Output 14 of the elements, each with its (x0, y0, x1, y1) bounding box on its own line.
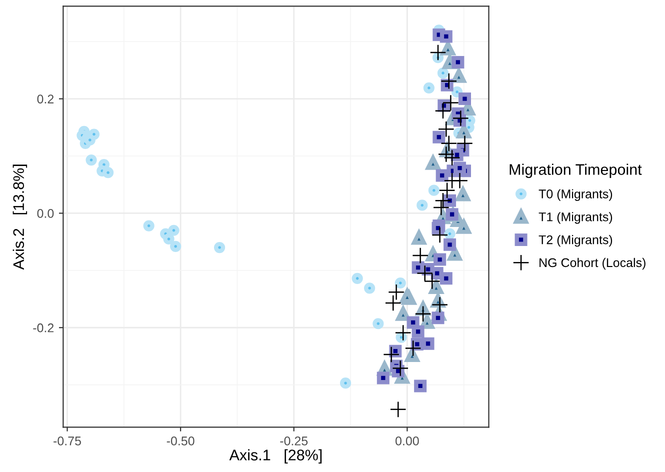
legend-label: T0 (Migrants) (538, 189, 612, 201)
x-tick-label: -0.75 (54, 436, 81, 446)
y-tick-label: 0.2 (37, 94, 54, 104)
y-axis-title: Axis.2 [13.8%] (12, 164, 28, 270)
x-tick-label: 0.00 (396, 436, 419, 446)
x-tick-label: -0.25 (280, 436, 308, 446)
x-axis-title: Axis.1 [28%] (229, 449, 322, 464)
x-tick-label: -0.50 (166, 436, 194, 446)
y-tick-label: -0.2 (33, 323, 54, 332)
y-tick-label: 0.0 (37, 209, 54, 218)
legend-label: T2 (Migrants) (538, 235, 612, 247)
legend-title: Migration Timepoint (510, 164, 642, 178)
legend-label: NG Cohort (Locals) (540, 258, 646, 270)
legend-label: T1 (Migrants) (538, 212, 612, 224)
